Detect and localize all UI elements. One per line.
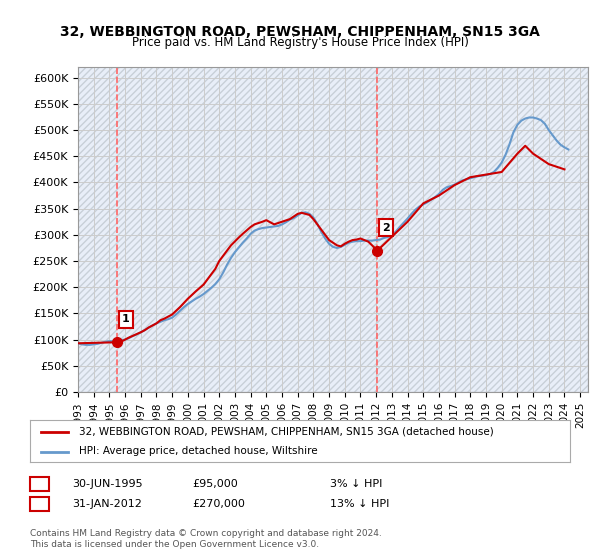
Text: HPI: Average price, detached house, Wiltshire: HPI: Average price, detached house, Wilt… bbox=[79, 446, 317, 456]
Text: 32, WEBBINGTON ROAD, PEWSHAM, CHIPPENHAM, SN15 3GA (detached house): 32, WEBBINGTON ROAD, PEWSHAM, CHIPPENHAM… bbox=[79, 427, 493, 437]
Text: 32, WEBBINGTON ROAD, PEWSHAM, CHIPPENHAM, SN15 3GA: 32, WEBBINGTON ROAD, PEWSHAM, CHIPPENHAM… bbox=[60, 25, 540, 39]
Text: Contains HM Land Registry data © Crown copyright and database right 2024.
This d: Contains HM Land Registry data © Crown c… bbox=[30, 529, 382, 549]
Text: 1: 1 bbox=[122, 314, 130, 324]
Text: 1: 1 bbox=[36, 479, 43, 489]
Text: Price paid vs. HM Land Registry's House Price Index (HPI): Price paid vs. HM Land Registry's House … bbox=[131, 36, 469, 49]
Text: 13% ↓ HPI: 13% ↓ HPI bbox=[330, 499, 389, 509]
Text: 3% ↓ HPI: 3% ↓ HPI bbox=[330, 479, 382, 489]
Text: 31-JAN-2012: 31-JAN-2012 bbox=[72, 499, 142, 509]
Text: £95,000: £95,000 bbox=[192, 479, 238, 489]
Text: £270,000: £270,000 bbox=[192, 499, 245, 509]
Text: 2: 2 bbox=[36, 499, 43, 509]
Text: 30-JUN-1995: 30-JUN-1995 bbox=[72, 479, 143, 489]
Text: 2: 2 bbox=[382, 223, 390, 232]
